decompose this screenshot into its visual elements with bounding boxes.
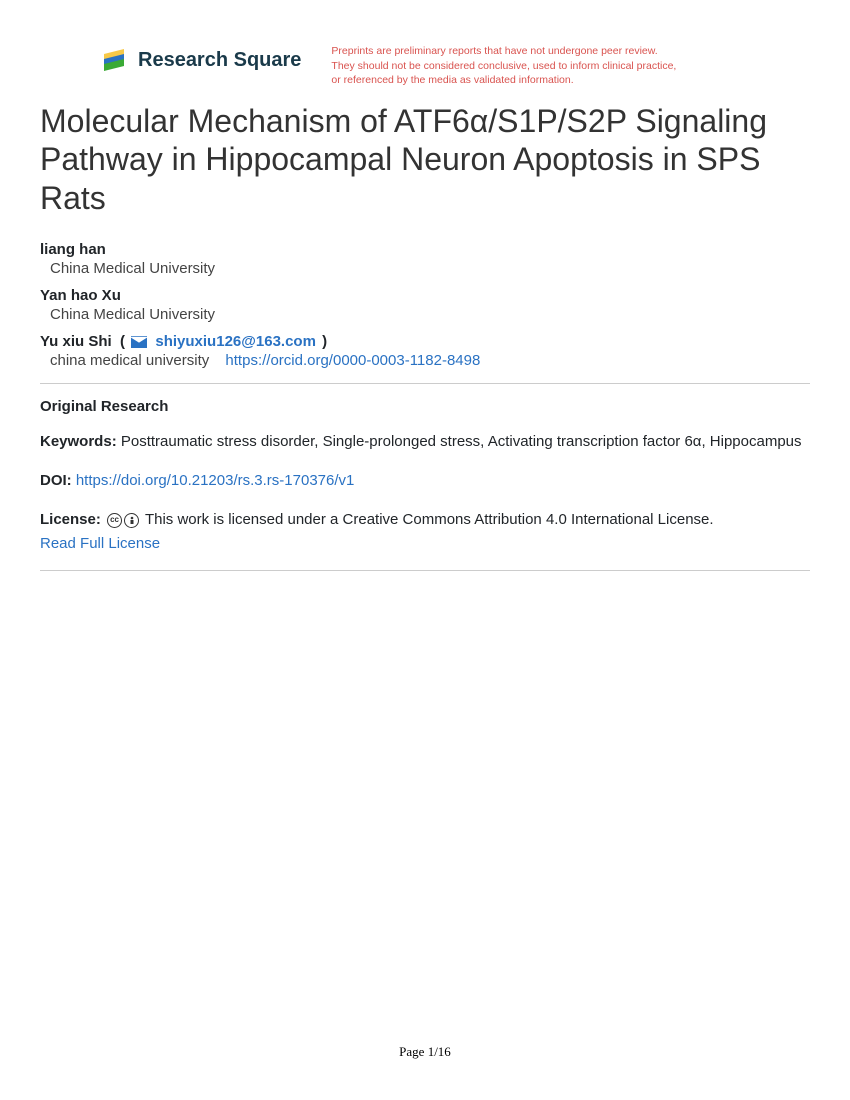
keywords-label: Keywords:	[40, 433, 117, 450]
disclaimer-line: Preprints are preliminary reports that h…	[331, 44, 810, 59]
page-number: Page 1/16	[0, 1044, 850, 1060]
cc-icons: cc	[107, 513, 139, 528]
author-affiliation: china medical university	[50, 352, 209, 369]
article-type: Original Research	[40, 398, 810, 415]
doi-link[interactable]: https://doi.org/10.21203/rs.3.rs-170376/…	[76, 472, 355, 489]
header: Research Square Preprints are preliminar…	[40, 40, 810, 88]
mail-icon	[131, 336, 147, 348]
cc-icon: cc	[107, 513, 122, 528]
license-row: License: cc This work is licensed under …	[40, 508, 810, 556]
cc-by-icon	[124, 513, 139, 528]
author-name: Yan hao Xu	[40, 287, 810, 304]
divider	[40, 383, 810, 384]
keywords-row: Keywords: Posttraumatic stress disorder,…	[40, 431, 810, 454]
author-email-link[interactable]: shiyuxiu126@163.com	[155, 333, 316, 350]
authors-list: liang han China Medical University Yan h…	[40, 241, 810, 369]
preprint-disclaimer: Preprints are preliminary reports that h…	[331, 40, 810, 88]
author-name: Yu xiu Shi	[40, 333, 112, 350]
author-corresponding: Yu xiu Shi ( shiyuxiu126@163.com ) china…	[40, 333, 810, 369]
license-label: License:	[40, 511, 101, 528]
article-title: Molecular Mechanism of ATF6α/S1P/S2P Sig…	[40, 102, 810, 217]
orcid-link[interactable]: https://orcid.org/0000-0003-1182-8498	[225, 352, 480, 369]
brand-name: Research Square	[138, 49, 301, 72]
author: liang han China Medical University	[40, 241, 810, 277]
author-affiliation: China Medical University	[40, 260, 810, 277]
research-square-icon	[100, 46, 128, 74]
read-license-link[interactable]: Read Full License	[40, 535, 160, 552]
disclaimer-line: or referenced by the media as validated …	[331, 73, 810, 88]
author-affiliation: China Medical University	[40, 306, 810, 323]
disclaimer-line: They should not be considered conclusive…	[331, 59, 810, 74]
doi-row: DOI: https://doi.org/10.21203/rs.3.rs-17…	[40, 470, 810, 493]
keywords-value: Posttraumatic stress disorder, Single-pr…	[121, 433, 802, 450]
divider	[40, 570, 810, 571]
brand-logo: Research Square	[40, 40, 301, 74]
author: Yan hao Xu China Medical University	[40, 287, 810, 323]
doi-label: DOI:	[40, 472, 72, 489]
author-name: liang han	[40, 241, 810, 258]
license-text: This work is licensed under a Creative C…	[145, 511, 714, 528]
